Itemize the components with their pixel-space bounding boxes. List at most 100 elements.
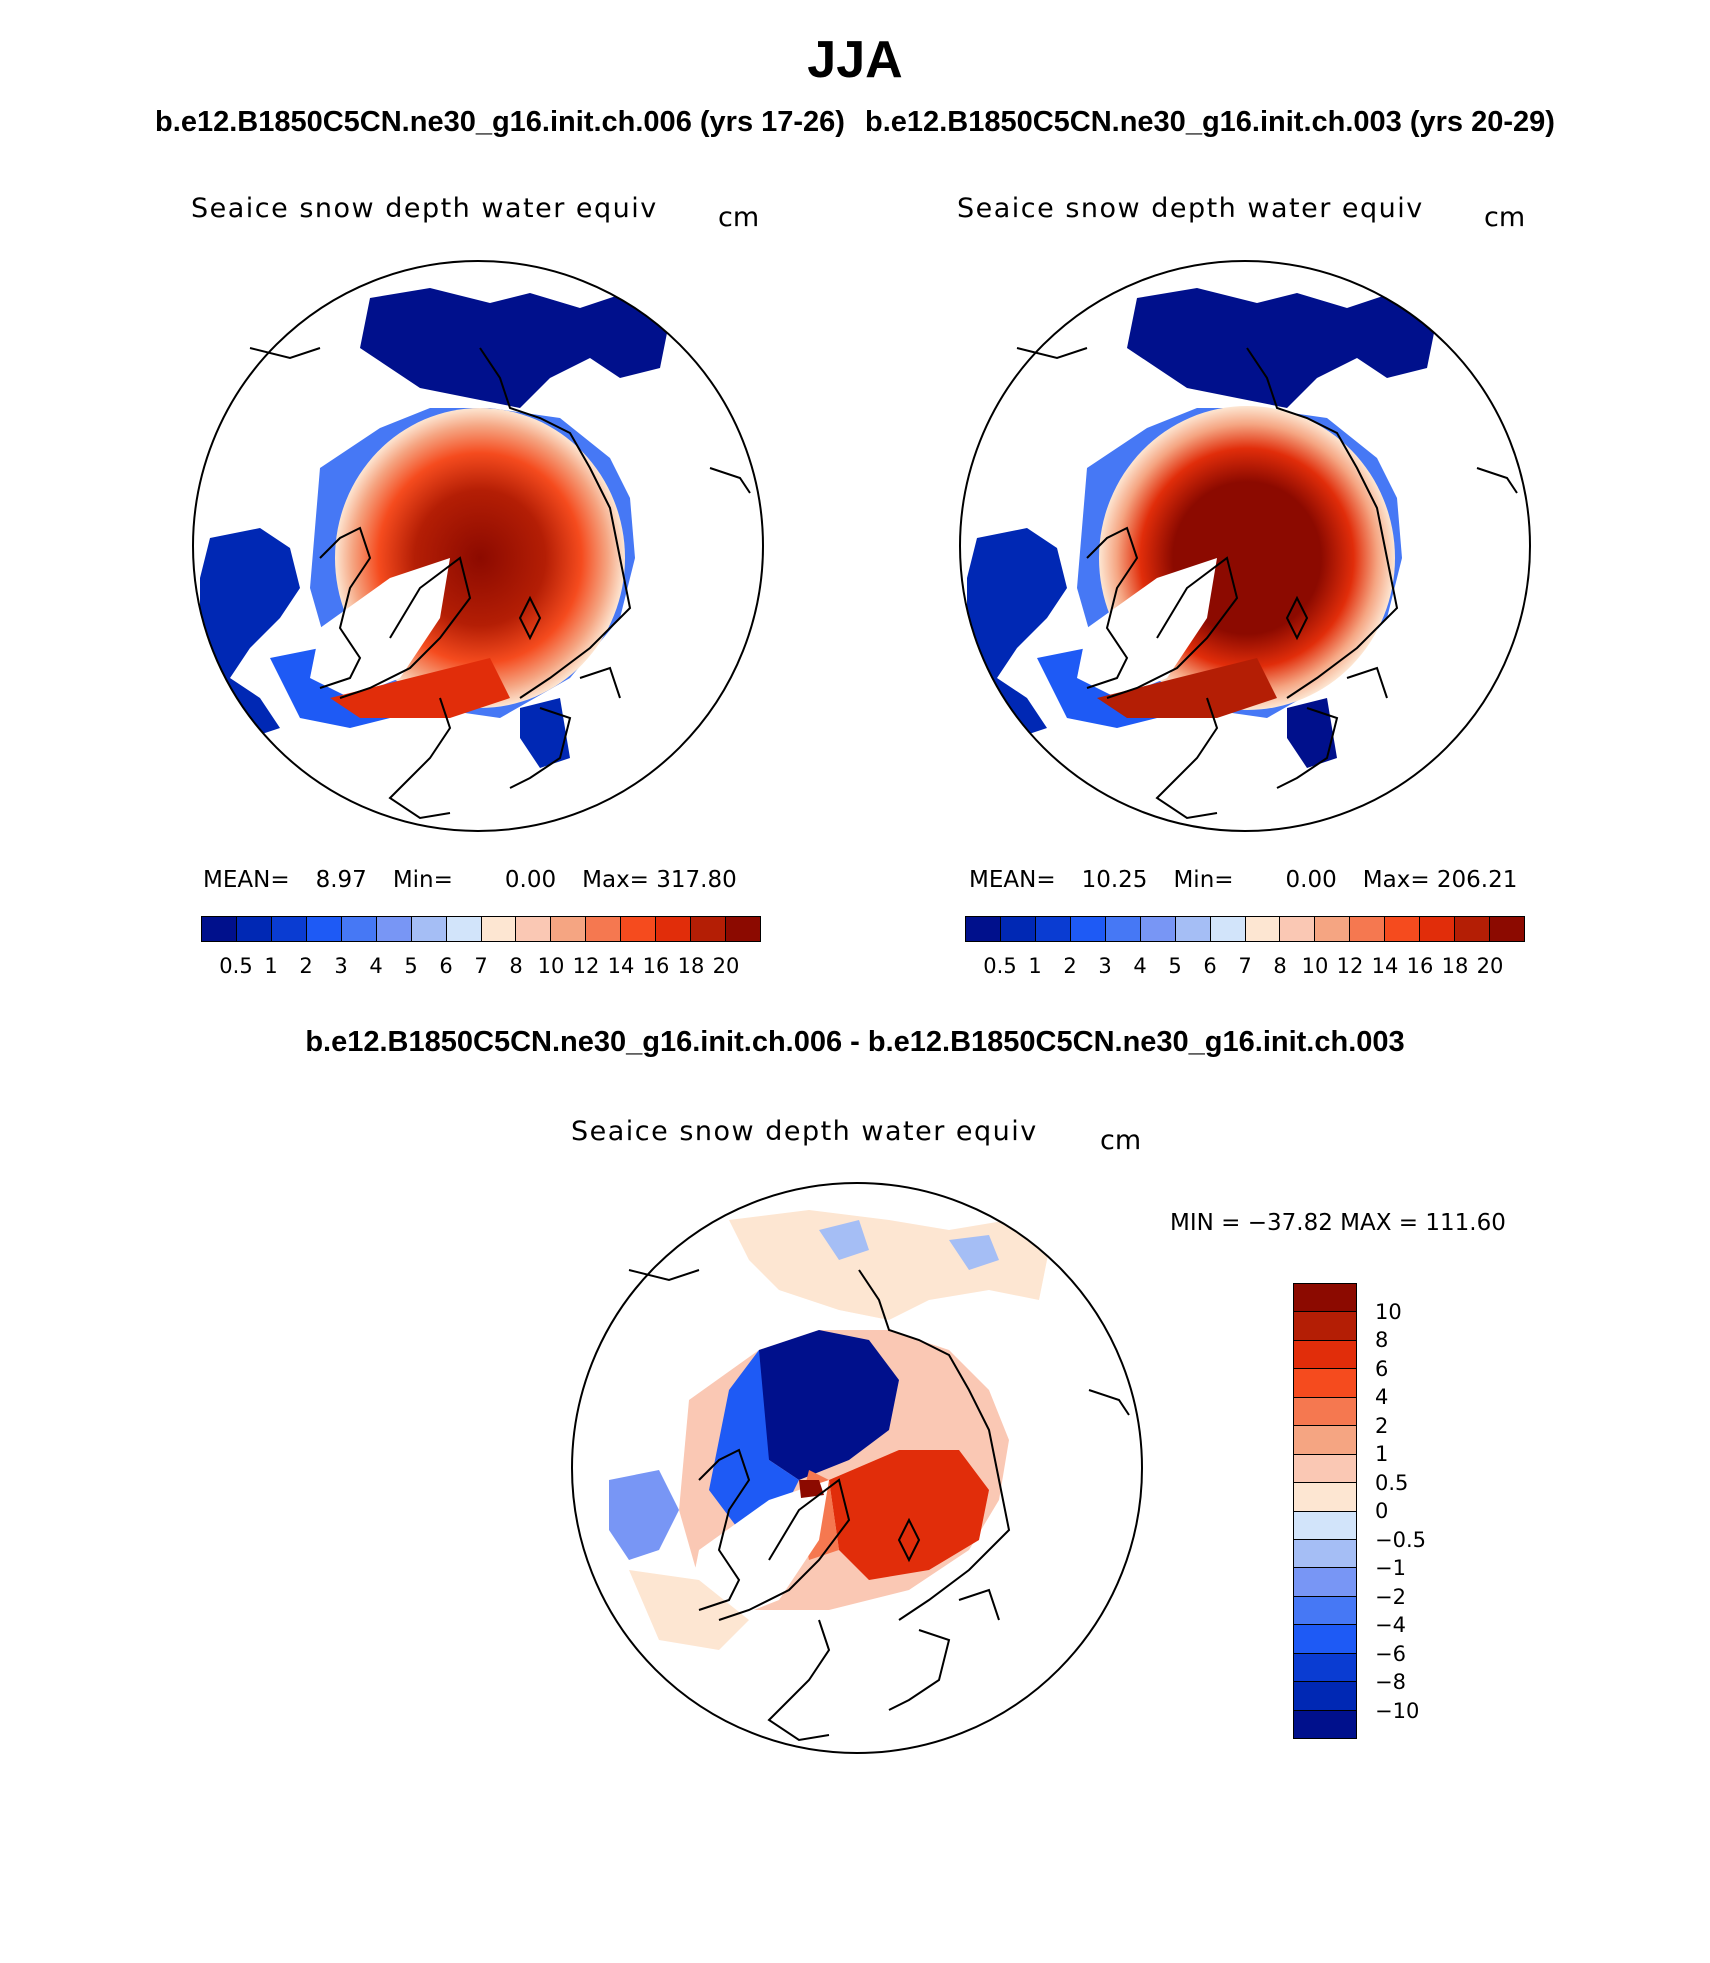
- colorbar-label: 12: [572, 954, 600, 978]
- colorbar-label: 14: [1371, 954, 1399, 978]
- colorbar-cell: [1034, 917, 1070, 941]
- colorbar-cell: [1349, 917, 1385, 941]
- diff-colorbar-cell: [1294, 1595, 1356, 1625]
- colorbar-label: 16: [1406, 954, 1434, 978]
- colorbar-label: 6: [439, 954, 453, 978]
- colorbar-cell: [999, 917, 1035, 941]
- panel2-colorbar-labels: 0.5 1 2 3 4 5 6 7 8 10 12 14 16 18 20: [965, 954, 1525, 982]
- panel2-coastlines: [1016, 347, 1518, 820]
- colorbar-cell: [305, 917, 341, 941]
- colorbar-label: 10: [1301, 954, 1329, 978]
- case-titles: b.e12.B1850C5CN.ne30_g16.init.ch.006 (yr…: [0, 106, 1710, 139]
- diff-colorbar-label: 4: [1375, 1385, 1389, 1409]
- colorbar-label: 4: [1133, 954, 1147, 978]
- diff-colorbar-cell: [1294, 1311, 1356, 1340]
- diff-colorbar-cell: [1294, 1482, 1356, 1511]
- diff-colorbar-label: 1: [1375, 1442, 1389, 1466]
- colorbar-label: 2: [1063, 954, 1077, 978]
- diff-colorbar-label: −10: [1375, 1698, 1420, 1723]
- panel1-min: 0.00: [504, 867, 557, 893]
- colorbar-label: 5: [1168, 954, 1182, 978]
- panel1-colorbar: [201, 916, 761, 942]
- panel2-label: Seaice snow depth water equiv: [957, 193, 1424, 224]
- colorbar-cell: [966, 917, 1000, 941]
- panel1-kara-ice: [520, 698, 570, 768]
- panel1-min-label: Min=: [392, 867, 453, 893]
- colorbar-cell: [1104, 917, 1140, 941]
- colorbar-cell: [1489, 917, 1524, 941]
- colorbar-label: 1: [264, 954, 278, 978]
- colorbar-cell: [515, 917, 551, 941]
- panel1-units: cm: [718, 202, 760, 233]
- diff-range: MIN = −37.82 MAX = 111.60: [1170, 1210, 1506, 1236]
- colorbar-cell: [655, 917, 691, 941]
- panel2-mean-label: MEAN=: [969, 867, 1056, 893]
- diff-colorbar-label: 0: [1375, 1499, 1389, 1523]
- panel1-coastlines: [249, 347, 751, 820]
- panel2-kara-ice: [1287, 698, 1337, 768]
- panel1-max-label: Max=: [582, 867, 649, 893]
- diff-colorbar-cell: [1294, 1396, 1356, 1426]
- diff-colorbar-label: 6: [1375, 1356, 1389, 1381]
- panel2-map: [959, 260, 1531, 832]
- panel1-pacific-ice: [360, 288, 670, 408]
- colorbar-cell: [1419, 917, 1455, 941]
- diff-central-blue-fringe: [709, 1350, 799, 1530]
- colorbar-cell: [1174, 917, 1210, 941]
- colorbar-cell: [1384, 917, 1420, 941]
- colorbar-cell: [375, 917, 411, 941]
- colorbar-cell: [690, 917, 726, 941]
- panel1-label: Seaice snow depth water equiv: [191, 193, 658, 224]
- diff-colorbar-label: −1: [1375, 1556, 1406, 1580]
- diff-colorbar-label: −8: [1375, 1670, 1406, 1694]
- diff-colorbar-cell: [1294, 1624, 1356, 1653]
- diff-colorbar-label: −0.5: [1375, 1527, 1426, 1552]
- panel2-min: 0.00: [1285, 867, 1337, 893]
- colorbar-cell: [1209, 917, 1245, 941]
- diff-colorbar-cell: [1294, 1567, 1356, 1596]
- colorbar-cell: [410, 917, 446, 941]
- panel2-max: 206.21: [1436, 867, 1518, 893]
- diff-colorbar-label: −4: [1375, 1613, 1406, 1637]
- diff-colorbar-cell: [1294, 1538, 1356, 1568]
- colorbar-cell: [480, 917, 516, 941]
- diff-colorbar-cell: [1294, 1510, 1356, 1539]
- colorbar-cell: [1069, 917, 1105, 941]
- panel1-max: 317.80: [656, 867, 737, 893]
- panel2-min-label: Min=: [1173, 867, 1234, 893]
- diff-colorbar-cell: [1294, 1339, 1356, 1369]
- colorbar-label: 7: [1238, 954, 1252, 978]
- colorbar-label: 10: [537, 954, 565, 978]
- panel2-colorbar: [965, 916, 1525, 942]
- colorbar-label: 20: [712, 954, 740, 978]
- colorbar-label: 12: [1336, 954, 1364, 978]
- panel2-barents-arm: [1097, 658, 1277, 718]
- diff-hudson-light: [629, 1570, 749, 1650]
- diff-colorbar-cell: [1294, 1681, 1356, 1710]
- colorbar-cell: [1279, 917, 1315, 941]
- colorbar-label: 8: [509, 954, 523, 978]
- colorbar-label: 8: [1273, 954, 1287, 978]
- colorbar-cell: [1139, 917, 1175, 941]
- colorbar-cell: [1314, 917, 1350, 941]
- panel1-map: [192, 260, 764, 832]
- case2-title: b.e12.B1850C5CN.ne30_g16.init.ch.003 (yr…: [865, 106, 1555, 138]
- colorbar-cell: [445, 917, 481, 941]
- panel1-greenland: [310, 558, 450, 698]
- colorbar-label: 0.5: [219, 954, 253, 978]
- panel1-mean: 8.97: [315, 867, 367, 893]
- panel1-barents-arm: [330, 658, 510, 718]
- colorbar-label: 18: [1441, 954, 1469, 978]
- diff-baffin-blue: [609, 1470, 679, 1560]
- diff-colorbar-cell: [1294, 1368, 1356, 1397]
- colorbar-label: 6: [1203, 954, 1217, 978]
- colorbar-label: 0.5: [983, 954, 1017, 978]
- colorbar-cell: [620, 917, 656, 941]
- colorbar-cell: [1454, 917, 1490, 941]
- panel2-greenland: [1077, 558, 1217, 698]
- colorbar-cell: [585, 917, 621, 941]
- panel2-mean: 10.25: [1081, 867, 1148, 893]
- colorbar-label: 1: [1028, 954, 1042, 978]
- colorbar-cell: [725, 917, 760, 941]
- panel1-stats: MEAN= 8.97 Min= 0.00 Max= 317.80: [203, 867, 737, 893]
